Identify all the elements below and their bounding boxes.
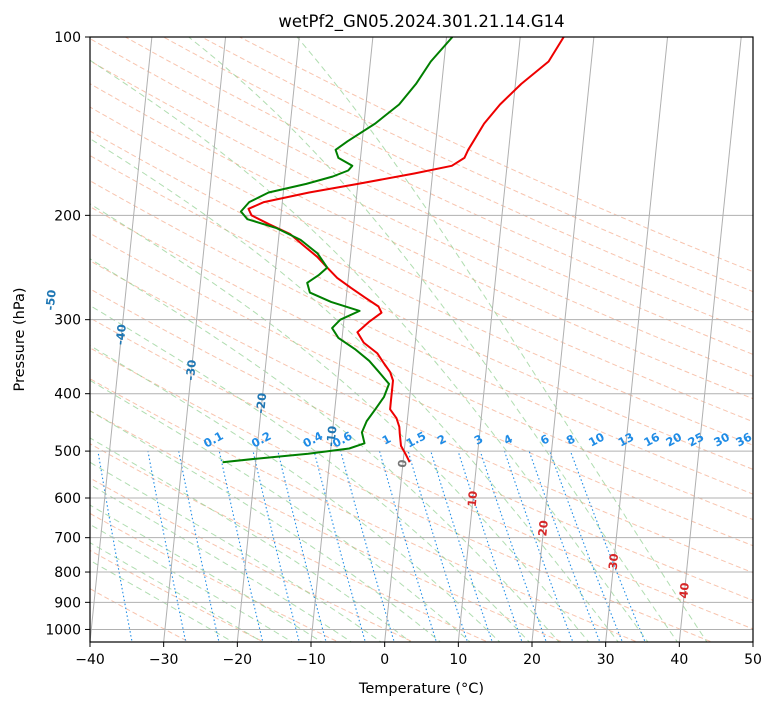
x-tick-label: −20 bbox=[223, 652, 253, 668]
dewpoint-line bbox=[222, 37, 454, 464]
isotherm-label: -40 bbox=[113, 324, 129, 346]
isotherm-label: 10 bbox=[465, 490, 481, 507]
isotherm-line bbox=[457, 37, 521, 642]
mixing-ratio-line bbox=[457, 450, 523, 642]
x-tick-label: 10 bbox=[449, 652, 467, 668]
isotherm-line bbox=[384, 37, 448, 642]
isotherm-line bbox=[531, 37, 595, 642]
y-tick-label: 500 bbox=[54, 444, 81, 460]
y-tick-label: 1000 bbox=[45, 622, 81, 638]
dry-adiabat bbox=[90, 83, 753, 400]
moist-adiabat bbox=[90, 258, 560, 642]
mixing-ratio-line bbox=[178, 450, 220, 642]
x-axis-title: Temperature (°C) bbox=[358, 681, 484, 697]
mixing-ratio-line bbox=[479, 450, 547, 642]
dry-adiabat bbox=[163, 37, 753, 313]
mixing-ratio-line bbox=[277, 450, 327, 642]
y-tick-label: 400 bbox=[54, 387, 81, 403]
moist-adiabat bbox=[90, 437, 412, 642]
dry-adiabat bbox=[90, 106, 753, 423]
y-tick-label: 700 bbox=[54, 531, 81, 547]
isotherm-label: 30 bbox=[606, 553, 622, 570]
x-tick-label: 0 bbox=[380, 652, 389, 668]
isotherm-line bbox=[163, 37, 227, 642]
isotherm-label: 40 bbox=[676, 582, 692, 599]
temperature-line bbox=[247, 37, 565, 463]
y-axis-title: Pressure (hPa) bbox=[12, 287, 28, 391]
mixing-ratio-line bbox=[147, 450, 187, 642]
moist-adiabat bbox=[90, 483, 353, 642]
mixing-ratio-line bbox=[503, 450, 574, 642]
mixing-ratio-line bbox=[528, 450, 601, 642]
x-tick-label: −30 bbox=[149, 652, 179, 668]
mixing-ratio-line bbox=[340, 450, 395, 642]
y-tick-label: 900 bbox=[54, 595, 81, 611]
mixing-ratio-line bbox=[313, 450, 366, 642]
y-tick-label: 300 bbox=[54, 313, 81, 329]
mixing-ratio-line bbox=[252, 450, 300, 642]
axes: −40 −30 −20 −10 0 10 20 30 40 5010020030040050060… bbox=[45, 30, 762, 668]
dry-adiabat bbox=[90, 206, 753, 521]
x-tick-label: −40 bbox=[75, 652, 105, 668]
mixing-ratio-label: 13 bbox=[616, 430, 637, 450]
dry-adiabat bbox=[90, 347, 714, 642]
dry-adiabat bbox=[125, 37, 753, 334]
mixing-ratio-label: 30 bbox=[711, 430, 732, 450]
dry-adiabat bbox=[90, 60, 753, 377]
isotherm-label: -20 bbox=[253, 392, 269, 414]
x-tick-label: 30 bbox=[597, 652, 615, 668]
y-tick-label: 600 bbox=[54, 491, 81, 507]
isotherm-label: -50 bbox=[43, 289, 59, 311]
dry-adiabat bbox=[201, 37, 753, 293]
isotherm-line bbox=[678, 37, 742, 642]
y-tick-label: 200 bbox=[54, 208, 81, 224]
isotherm-line bbox=[605, 37, 669, 642]
line-labels: -100-90-80-70-60-50-40-30-20-10010203040… bbox=[43, 289, 754, 599]
sounding-profiles bbox=[222, 37, 565, 464]
dry-adiabat bbox=[90, 288, 753, 601]
mixing-ratio-label: 20 bbox=[663, 430, 684, 450]
y-tick-label: 800 bbox=[54, 565, 81, 581]
isotherm-label: 20 bbox=[535, 520, 551, 537]
mixing-ratio-line bbox=[430, 450, 493, 642]
mixing-ratio-line bbox=[97, 451, 133, 642]
dry-adiabat bbox=[90, 38, 753, 355]
isotherm-line bbox=[90, 37, 153, 642]
x-tick-label: 20 bbox=[523, 652, 541, 668]
isotherm-line bbox=[236, 37, 300, 642]
mixing-ratio-label: 10 bbox=[586, 430, 607, 450]
plot-frame bbox=[89, 36, 754, 643]
mixing-ratio-line bbox=[378, 450, 437, 642]
isotherm-label: 0 bbox=[395, 459, 410, 468]
mixing-ratio-label: 36 bbox=[733, 430, 754, 450]
chart-title: wetPf2_GN05.2024.301.21.14.G14 bbox=[278, 12, 564, 32]
isotherm-label: -10 bbox=[323, 425, 339, 447]
dry-adiabat bbox=[90, 443, 489, 642]
dry-adiabat bbox=[90, 232, 753, 547]
mixing-ratio-label: 25 bbox=[686, 430, 707, 450]
mixing-ratio-line bbox=[549, 450, 623, 642]
x-tick-label: 40 bbox=[670, 652, 688, 668]
y-tick-label: 100 bbox=[54, 30, 81, 46]
moist-adiabat bbox=[90, 461, 382, 642]
isotherm-label: -30 bbox=[183, 359, 199, 381]
background-lines bbox=[90, 37, 753, 642]
x-tick-label: −10 bbox=[296, 652, 326, 668]
mixing-ratio-label: 16 bbox=[641, 430, 662, 450]
x-tick-label: 50 bbox=[744, 652, 762, 668]
mixing-ratio-line bbox=[569, 450, 646, 642]
